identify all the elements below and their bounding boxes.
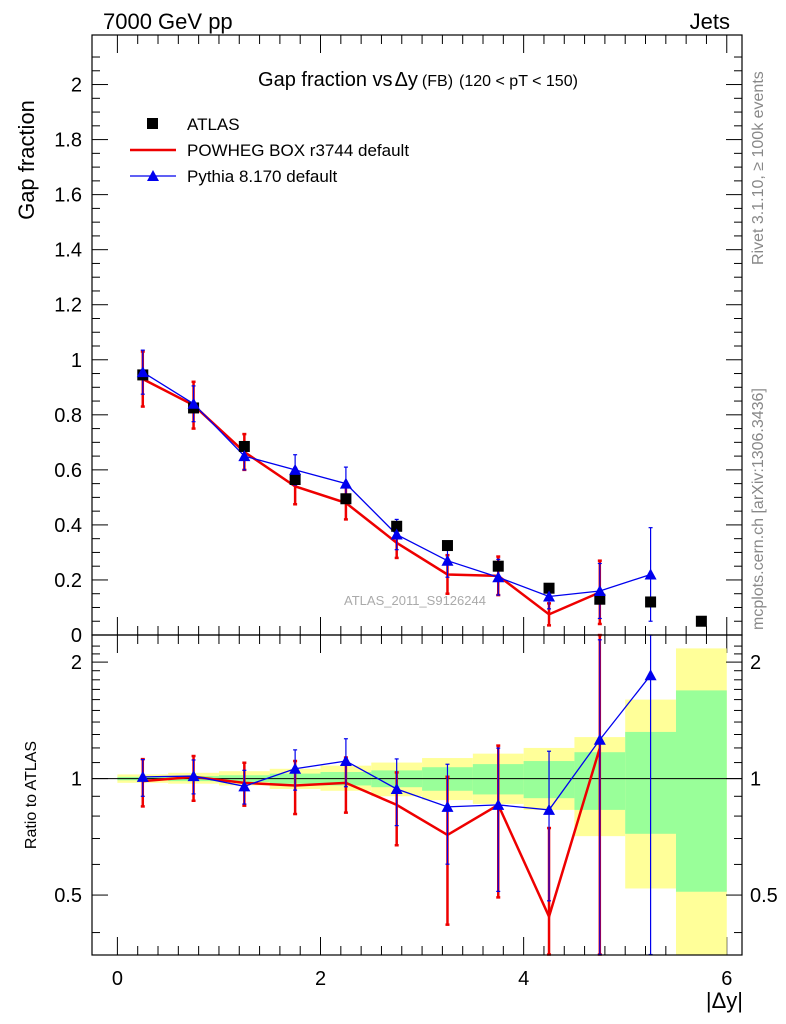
atlas-point (645, 596, 657, 608)
y-tick-label: 1.8 (54, 130, 82, 152)
y-tick-label: 0.6 (54, 460, 82, 482)
plot-title: Gap fraction vs Δy (FB) (120 < pT < 150) (258, 69, 578, 91)
y-tick-label: 0.8 (54, 405, 82, 427)
pythia-point (187, 397, 200, 409)
atlas-point (543, 582, 555, 594)
y-tick-label: 0 (71, 625, 82, 647)
pythia-point (492, 571, 505, 583)
plot-title-delta: Δy (395, 69, 418, 91)
x-tick-label: 4 (518, 968, 529, 990)
ratio-tick-label-right: 2 (750, 652, 761, 674)
y-axis-label: Gap fraction (14, 100, 39, 220)
plot-title-main: Gap fraction vs (258, 69, 393, 91)
y-tick-label: 2 (71, 75, 82, 97)
plot-title-range: (120 < pT < 150) (459, 73, 578, 90)
x-tick-label: 2 (315, 968, 326, 990)
pythia-ratio-point (187, 770, 200, 782)
y-tick-label: 1.6 (54, 185, 82, 207)
y-tick-label: 0.4 (54, 515, 82, 537)
pythia-ratio-point (339, 755, 352, 767)
powheg-ratio-line (142, 747, 602, 921)
pythia-point (441, 554, 454, 566)
y-tick-label: 1 (71, 350, 82, 372)
pythia-line (142, 371, 651, 598)
pythia-point (136, 366, 149, 378)
y-tick-label: 0.2 (54, 570, 82, 592)
pythia-ratio-point (644, 669, 657, 681)
pythia-point (238, 450, 251, 462)
atlas-point (340, 493, 352, 505)
pythia-point (593, 584, 606, 596)
pythia-ratio-point (390, 782, 403, 794)
ratio-panel: 0.5 0.5 1 1 2 2 0 2 4 6 Ratio to ATLAS |Δy| (23, 633, 778, 1013)
atlas-point (492, 560, 504, 572)
atlas-point (238, 440, 250, 452)
ratio-tick-label-left: 2 (71, 652, 82, 674)
pythia-ratio-point (441, 800, 454, 812)
atlas-point (594, 593, 606, 605)
atlas-point (391, 520, 403, 532)
ratio-axis-label: Ratio to ATLAS (23, 741, 40, 849)
pythia-point (390, 528, 403, 540)
legend-marker-atlas (147, 118, 158, 129)
analysis-watermark: ATLAS_2011_S9126244 (344, 593, 486, 608)
side-label-rivet: Rivet 3.1.10, ≥ 100k events (750, 71, 767, 265)
pythia-point (339, 477, 352, 489)
pythia-ratio-point (136, 770, 149, 782)
ratio-tick-label-left: 1 (71, 769, 82, 791)
y-tick-label: 1.2 (54, 295, 82, 317)
pythia-ratio-point (593, 733, 606, 745)
plot-title-fb: (FB) (422, 73, 453, 90)
uncertainty-band-green (675, 690, 727, 892)
pythia-point (644, 568, 657, 580)
x-tick-label: 6 (721, 968, 732, 990)
side-label-mcplots: mcplots.cern.ch [arXiv:1306.3436] (750, 388, 767, 630)
powheg-line (142, 377, 601, 616)
legend: ATLAS POWHEG BOX r3744 default Pythia 8.… (130, 115, 409, 186)
legend-label-pythia: Pythia 8.170 default (187, 167, 338, 186)
ratio-panel-frame (91, 634, 743, 956)
y-tick-label: 1.4 (54, 240, 82, 262)
pythia-ratio-point (289, 762, 302, 774)
pythia-ratio-point (238, 780, 251, 792)
ratio-tick-label-left: 0.5 (54, 885, 82, 907)
x-axis-label: |Δy| (706, 988, 743, 1013)
legend-label-atlas: ATLAS (187, 115, 240, 134)
atlas-point (441, 540, 453, 552)
legend-marker-pythia (147, 170, 159, 181)
legend-label-powheg: POWHEG BOX r3744 default (187, 141, 409, 160)
x-tick-label: 0 (112, 968, 123, 990)
header-left: 7000 GeV pp (103, 9, 233, 34)
main-panel: 0 0.2 0.4 0.6 0.8 1 1.2 1.4 1.6 1.8 2 Gap fraction… (14, 34, 743, 955)
header-right: Jets (690, 9, 730, 34)
atlas-point (289, 473, 301, 485)
atlas-point (695, 615, 707, 627)
pythia-point (289, 463, 302, 475)
ratio-tick-label-right: 1 (750, 769, 761, 791)
ratio-tick-label-right: 0.5 (750, 885, 778, 907)
pythia-ratio-point (492, 798, 505, 810)
pythia-point (543, 590, 556, 602)
pythia-ratio-point (543, 803, 556, 815)
